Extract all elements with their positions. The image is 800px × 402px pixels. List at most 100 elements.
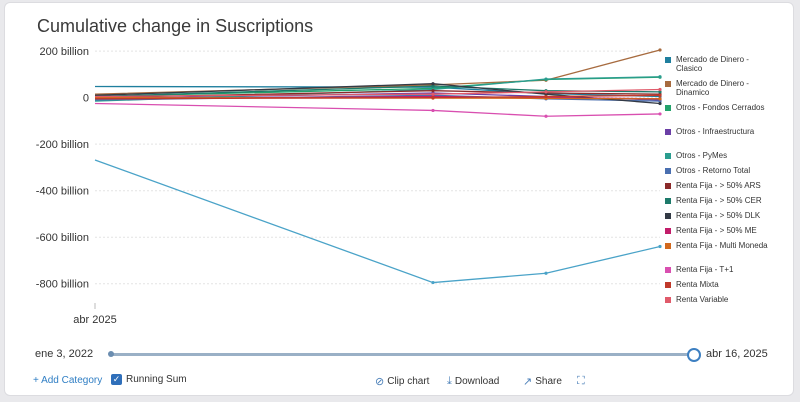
legend: Mercado de Dinero - Clasico Mercado de Di… — [665, 55, 795, 310]
add-category-button[interactable]: + Add Category — [33, 375, 103, 386]
legend-swatch — [665, 129, 671, 135]
legend-label: Otros - Retorno Total — [676, 166, 751, 175]
legend-label: Renta Fija - Multi Moneda — [676, 241, 768, 250]
legend-label: Renta Fija - > 50% ME — [676, 226, 757, 235]
fullscreen-button[interactable]: ⛶ — [577, 375, 588, 388]
data-point — [431, 82, 435, 86]
share-icon: ↗ — [523, 376, 533, 388]
legend-item[interactable]: Otros - Retorno Total — [665, 166, 795, 181]
legend-label: Renta Mixta — [676, 280, 719, 289]
data-point — [544, 94, 548, 99]
series-line[interactable] — [94, 159, 661, 284]
chart-footer: + Add Category ✓ Running Sum ⊘ Clip char… — [5, 373, 795, 391]
legend-item[interactable]: Renta Fija - > 50% ARS — [665, 181, 795, 196]
data-point — [431, 96, 435, 100]
paperclip-icon: ⊘ — [375, 376, 385, 388]
legend-item[interactable]: Renta Variable — [665, 295, 795, 310]
legend-swatch — [665, 243, 671, 249]
legend-swatch — [665, 297, 671, 303]
range-start-date: ene 3, 2022 — [35, 348, 94, 360]
data-point — [658, 99, 662, 103]
legend-swatch — [665, 213, 671, 219]
series-line[interactable] — [94, 102, 661, 117]
legend-swatch — [665, 105, 671, 111]
legend-swatch — [665, 183, 671, 189]
line-chart[interactable]: 200 billion 0 -200 billion -400 billion -600… — [5, 3, 795, 343]
legend-item[interactable]: Mercado de Dinero - Dinamico — [665, 79, 795, 103]
chart-title: Cumulative change in Suscriptions — [37, 16, 314, 36]
clip-chart-button[interactable]: ⊘ Clip chart — [375, 375, 429, 388]
legend-item[interactable]: Renta Fija - > 50% CER — [665, 196, 795, 211]
data-point — [544, 114, 548, 118]
data-point — [658, 93, 662, 97]
range-slider-right-handle[interactable] — [687, 348, 701, 362]
legend-item[interactable]: Renta Mixta — [665, 280, 795, 295]
legend-item[interactable]: Otros - Fondos Cerrados — [665, 103, 795, 127]
legend-item[interactable]: Otros - Infraestructura — [665, 127, 795, 151]
data-point — [658, 48, 662, 52]
legend-item[interactable]: Renta Fija - Multi Moneda — [665, 241, 795, 265]
y-tick-label: -800 billion — [36, 279, 89, 291]
y-tick-label: -200 billion — [36, 139, 89, 151]
data-point — [658, 244, 662, 249]
legend-label: Otros - Infraestructura — [676, 127, 755, 136]
data-point — [544, 92, 548, 96]
legend-swatch — [665, 57, 671, 63]
legend-label: Renta Fija - > 50% DLK — [676, 211, 761, 220]
legend-label: Renta Variable — [676, 295, 729, 304]
download-button[interactable]: ⤓ Download — [447, 375, 499, 388]
legend-item[interactable]: Mercado de Dinero - Clasico — [665, 55, 795, 79]
checkbox-checked-icon[interactable]: ✓ — [111, 374, 122, 385]
y-tick-label: -600 billion — [36, 232, 89, 244]
data-point — [431, 280, 435, 285]
series-line[interactable] — [94, 88, 661, 98]
range-slider-track[interactable] — [111, 353, 695, 356]
data-point — [431, 92, 435, 96]
legend-label: Mercado de Dinero - Dinamico — [676, 79, 749, 97]
y-tick-label: 0 — [83, 93, 89, 105]
legend-label: Mercado de Dinero - Clasico — [676, 55, 749, 73]
legend-item[interactable]: Renta Fija - > 50% DLK — [665, 211, 795, 226]
running-sum-toggle[interactable]: ✓ Running Sum — [111, 374, 187, 385]
data-point — [544, 271, 548, 275]
series-line[interactable] — [94, 90, 661, 99]
legend-swatch — [665, 228, 671, 234]
download-icon: ⤓ — [447, 375, 452, 387]
legend-swatch — [665, 168, 671, 174]
y-tick-label: -400 billion — [36, 186, 89, 198]
series-line[interactable] — [94, 85, 661, 98]
share-button[interactable]: ↗ Share — [523, 375, 562, 388]
legend-label: Renta Fija - T+1 — [676, 265, 734, 274]
data-point — [658, 97, 662, 101]
legend-label: Otros - PyMes — [676, 151, 728, 160]
legend-swatch — [665, 282, 671, 288]
legend-swatch — [665, 153, 671, 159]
legend-swatch — [665, 81, 671, 87]
data-point — [658, 87, 662, 92]
running-sum-label: Running Sum — [126, 374, 187, 385]
range-slider-left-handle[interactable] — [108, 351, 114, 357]
legend-label: Renta Fija - > 50% ARS — [676, 181, 761, 190]
x-tick-label: abr 2025 — [73, 314, 116, 326]
y-tick-label: 200 billion — [39, 46, 89, 58]
data-point — [658, 101, 662, 106]
data-point — [658, 112, 662, 116]
legend-swatch — [665, 267, 671, 273]
legend-item[interactable]: Otros - PyMes — [665, 151, 795, 166]
expand-icon: ⛶ — [577, 375, 585, 387]
legend-item[interactable]: Renta Fija - > 50% ME — [665, 226, 795, 241]
download-label: Download — [454, 376, 500, 387]
data-point — [431, 84, 435, 88]
data-point — [658, 90, 662, 94]
data-point — [431, 89, 435, 93]
legend-label: Otros - Fondos Cerrados — [676, 103, 765, 112]
data-point — [544, 77, 548, 81]
legend-label: Renta Fija - > 50% CER — [676, 196, 762, 205]
legend-item[interactable]: Renta Fija - T+1 — [665, 265, 795, 280]
chart-card: Cumulative change in Suscriptions 200 bi… — [4, 2, 794, 396]
data-point — [658, 75, 662, 79]
series-line[interactable] — [94, 94, 661, 100]
share-label: Share — [535, 376, 562, 387]
data-point — [544, 90, 548, 94]
legend-swatch — [665, 198, 671, 204]
